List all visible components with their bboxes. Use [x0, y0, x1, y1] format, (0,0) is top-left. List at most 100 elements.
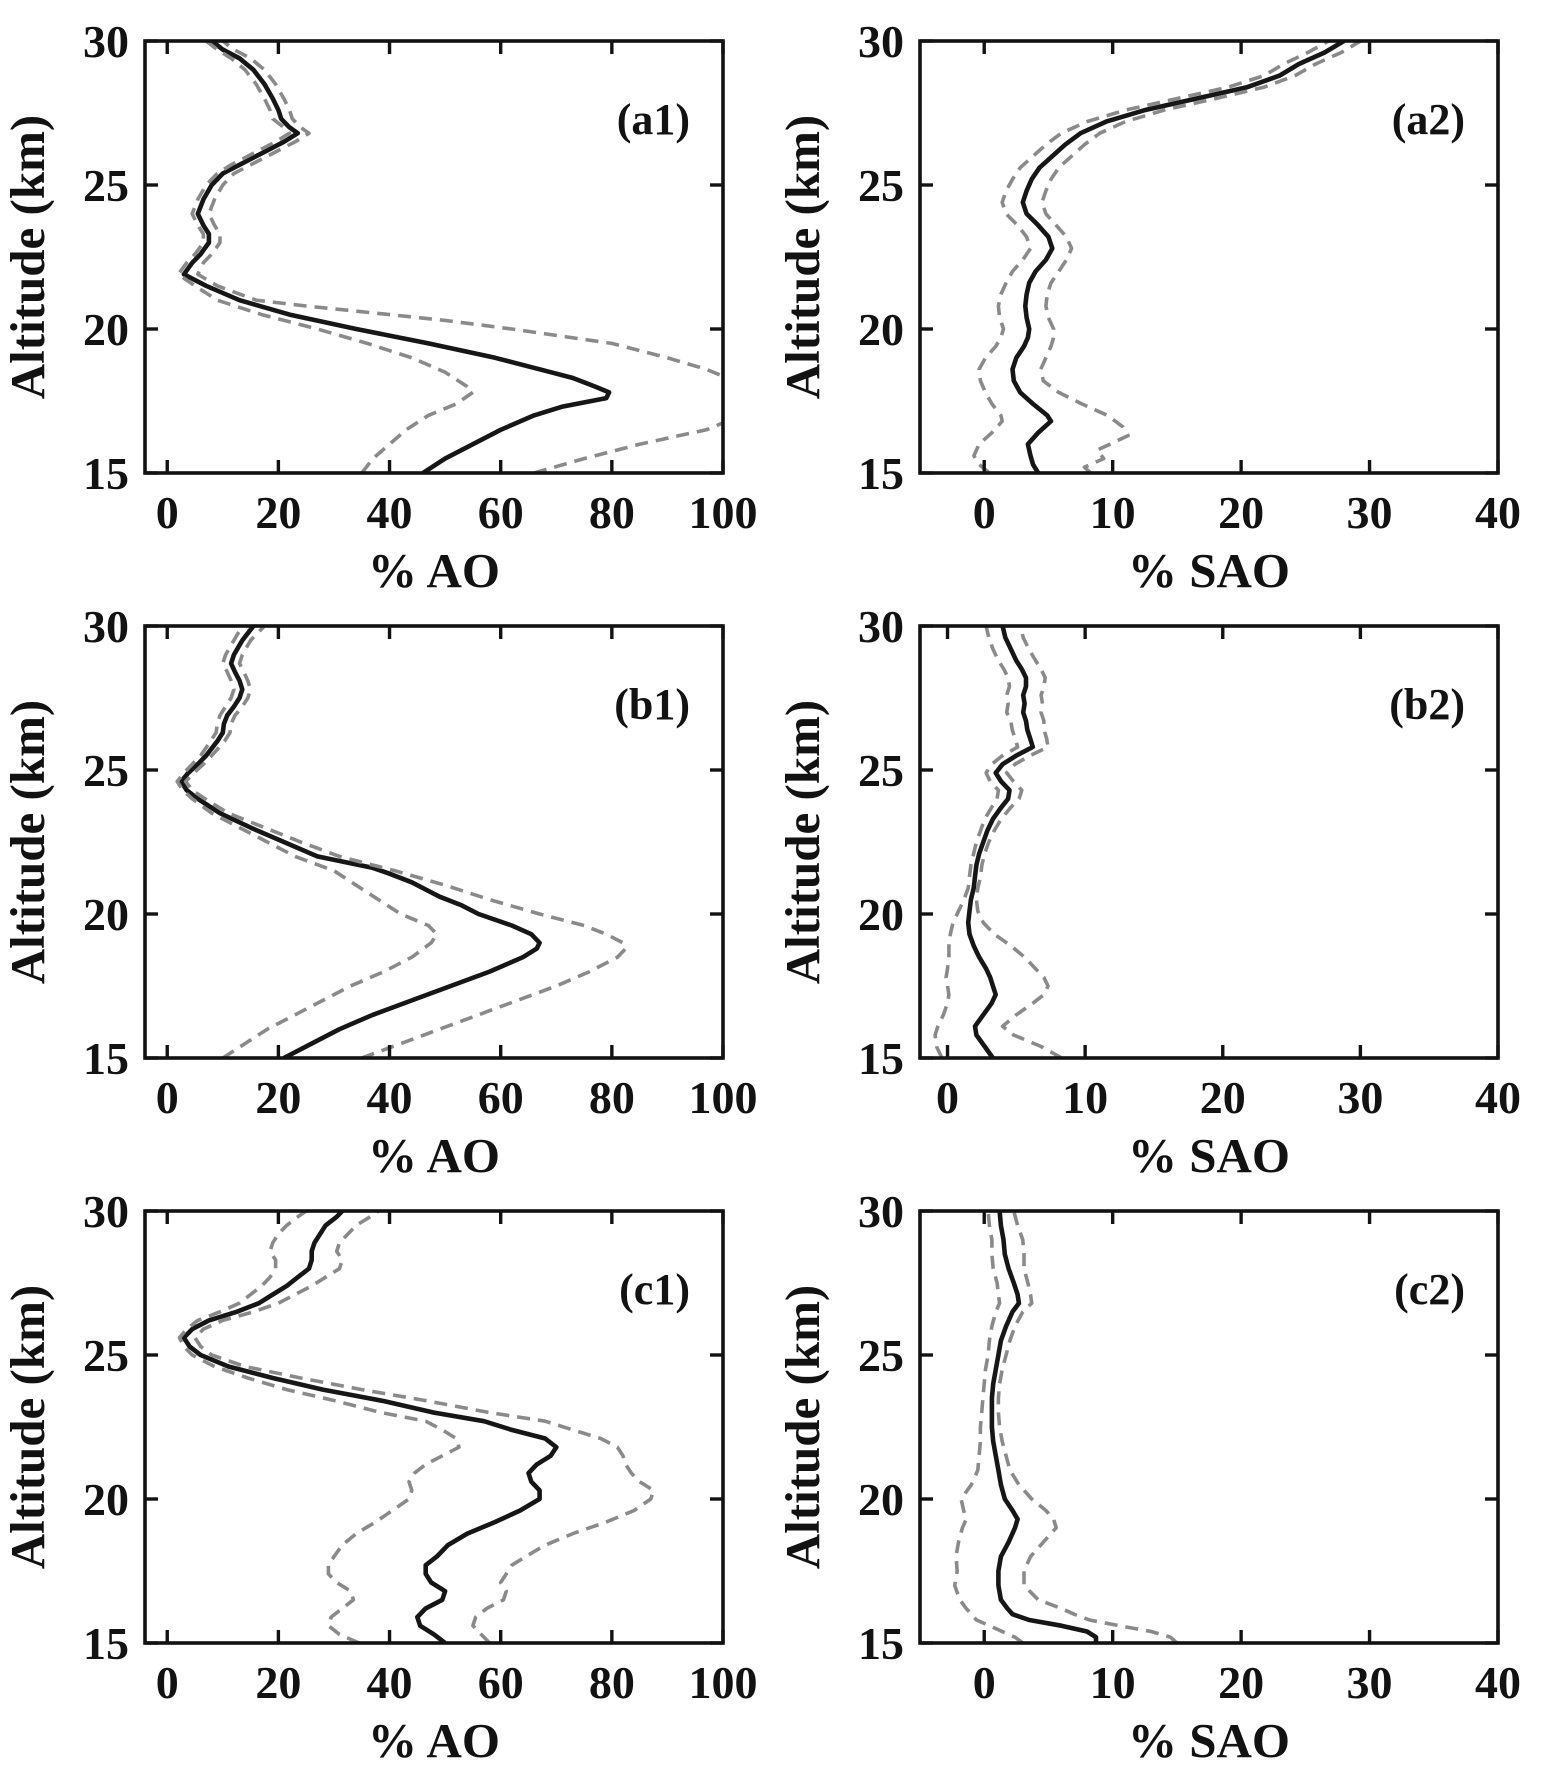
y-tick-label: 25: [83, 160, 129, 211]
chart-a1: 0 20 40 60 80 100 15 20 25 30 % AO Altitude (km) (a1…: [0, 16, 758, 598]
y-tick-label: 25: [83, 1330, 129, 1381]
upper-bound-line: [193, 1210, 656, 1644]
x-tick-label: 10: [1062, 1072, 1108, 1123]
y-tick-label: 30: [83, 1186, 129, 1237]
upper-bound-line: [974, 625, 1063, 1059]
plot-frame: [143, 39, 725, 475]
y-tick-label: 15: [858, 1618, 904, 1669]
lower-bound-line: [972, 40, 1330, 474]
x-tick-label: 10: [1090, 487, 1136, 538]
x-axis-title: % AO: [368, 543, 500, 591]
x-tick-label: 0: [936, 1072, 959, 1123]
mean-line: [178, 625, 542, 1059]
x-tick-label: 80: [589, 1657, 635, 1708]
x-tick-label: 0: [973, 487, 996, 538]
y-tick-label: 25: [858, 160, 904, 211]
y-tick-label: 25: [858, 1330, 904, 1381]
plot-area: [175, 625, 628, 1059]
x-axis-title: % SAO: [1128, 543, 1290, 591]
chart-b1: 0 20 40 60 80 100 15 20 25 30 % AO Altitude (km) (b1…: [0, 601, 758, 1183]
x-tick-label: 20: [255, 1657, 301, 1708]
y-axis-title: Altitude (km): [0, 700, 55, 984]
x-tick-label: 100: [689, 1072, 758, 1123]
panel-tag: (b1): [614, 680, 690, 729]
x-tick-label: 40: [367, 487, 413, 538]
y-tick-label: 25: [83, 745, 129, 796]
x-tick-label: 40: [367, 1657, 413, 1708]
y-tick-label: 15: [858, 448, 904, 499]
plot-area: [952, 1210, 1179, 1644]
panel-c2: 0 10 20 30 40 15 20 25 30 % SAO Altitude (km) (c2): [775, 1176, 1550, 1766]
plot-frame: [918, 624, 1500, 1060]
y-tick-label: 30: [858, 601, 904, 652]
y-axis-title: Altitude (km): [0, 1285, 55, 1569]
y-tick-label: 30: [858, 1186, 904, 1237]
x-tick-label: 80: [589, 1072, 635, 1123]
lower-bound-line: [933, 625, 1020, 1059]
x-tick-label: 30: [1337, 1072, 1383, 1123]
x-tick-label: 30: [1347, 487, 1393, 538]
chart-c2: 0 10 20 30 40 15 20 25 30 % SAO Altitude (km) (c2): [775, 1186, 1521, 1766]
y-axis-title: Altitude (km): [0, 115, 55, 399]
y-tick-label: 25: [858, 745, 904, 796]
panel-tag: (a2): [1392, 95, 1465, 144]
lower-bound-line: [952, 1210, 1024, 1644]
x-tick-label: 0: [156, 1657, 179, 1708]
mean-line: [965, 625, 1036, 1059]
y-tick-label: 20: [858, 304, 904, 355]
plot-frame: [143, 1209, 725, 1645]
x-tick-label: 40: [367, 1072, 413, 1123]
y-tick-label: 15: [83, 1618, 129, 1669]
panel-b1: 0 20 40 60 80 100 15 20 25 30 % AO Altitude (km) (b1…: [0, 591, 775, 1183]
y-axis-title: Altitude (km): [775, 700, 830, 984]
lower-bound-line: [177, 1210, 461, 1644]
mean-line: [1010, 40, 1346, 474]
mean-line: [181, 1210, 559, 1644]
x-tick-label: 0: [156, 1072, 179, 1123]
x-tick-label: 60: [478, 1657, 524, 1708]
y-axis-title: Altitude (km): [775, 115, 830, 399]
y-tick-label: 20: [858, 1474, 904, 1525]
plot-frame: [143, 624, 725, 1060]
mean-line: [181, 40, 612, 474]
plot-area: [176, 40, 724, 474]
x-tick-label: 20: [255, 487, 301, 538]
plot-frame: [918, 39, 1500, 475]
chart-a2: 0 10 20 30 40 15 20 25 30 % SAO Altitude (km) (a2): [775, 16, 1521, 598]
panel-tag: (b2): [1389, 680, 1465, 729]
y-tick-label: 30: [83, 16, 129, 67]
panel-tag: (c2): [1394, 1265, 1465, 1314]
x-tick-label: 10: [1090, 1657, 1136, 1708]
x-axis-title: % SAO: [1128, 1713, 1290, 1761]
x-tick-label: 100: [689, 487, 758, 538]
x-tick-label: 20: [1200, 1072, 1246, 1123]
y-tick-label: 20: [83, 1474, 129, 1525]
upper-bound-line: [196, 40, 724, 474]
lower-bound-line: [176, 40, 475, 474]
plot-frame: [918, 1209, 1500, 1645]
y-tick-label: 20: [83, 889, 129, 940]
panel-tag: (c1): [619, 1265, 690, 1314]
x-tick-label: 20: [255, 1072, 301, 1123]
plot-area: [933, 625, 1063, 1059]
x-tick-label: 40: [1475, 1072, 1521, 1123]
x-tick-label: 40: [1475, 487, 1521, 538]
y-tick-label: 15: [858, 1033, 904, 1084]
y-tick-label: 30: [83, 601, 129, 652]
x-tick-label: 20: [1218, 487, 1264, 538]
x-axis-title: % AO: [368, 1128, 500, 1176]
mean-line: [989, 1210, 1099, 1643]
plot-area: [972, 40, 1362, 474]
upper-bound-line: [183, 625, 628, 1059]
y-axis-title: Altitude (km): [775, 1285, 830, 1569]
x-tick-label: 80: [589, 487, 635, 538]
x-tick-label: 40: [1475, 1657, 1521, 1708]
x-tick-label: 30: [1347, 1657, 1393, 1708]
x-tick-label: 60: [478, 1072, 524, 1123]
panel-tag: (a1): [617, 95, 690, 144]
y-tick-label: 15: [83, 448, 129, 499]
y-tick-label: 20: [858, 889, 904, 940]
y-tick-label: 30: [858, 16, 904, 67]
panel-b2: 0 10 20 30 40 15 20 25 30 % SAO Altitude (km) (b2): [775, 591, 1550, 1183]
